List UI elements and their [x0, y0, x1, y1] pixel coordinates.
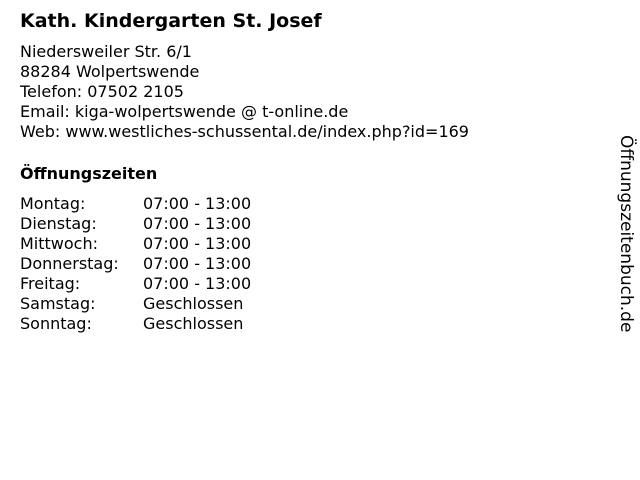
hours-table: Montag: 07:00 - 13:00 Dienstag: 07:00 - 13… [20, 194, 251, 334]
time: 07:00 - 13:00 [143, 254, 252, 273]
hours-heading: Öffnungszeiten [20, 164, 158, 183]
hours-row: Freitag: 07:00 - 13:00 [20, 274, 251, 294]
hours-row: Samstag: Geschlossen [20, 294, 251, 314]
time: 07:00 - 13:00 [143, 234, 252, 253]
day: Donnerstag: [20, 254, 119, 273]
hours-row: Sonntag: Geschlossen [20, 314, 251, 334]
city: 88284 Wolpertswende [20, 62, 200, 81]
watermark: Öffnungszeitenbuch.de [616, 135, 636, 333]
hours-row: Dienstag: 07:00 - 13:00 [20, 214, 251, 234]
day: Freitag: [20, 274, 81, 293]
address-block: Niedersweiler Str. 6/1 88284 Wolpertswen… [20, 42, 469, 142]
page-title: Kath. Kindergarten St. Josef [20, 10, 322, 32]
hours-row: Donnerstag: 07:00 - 13:00 [20, 254, 251, 274]
day: Sonntag: [20, 314, 92, 333]
day: Dienstag: [20, 214, 97, 233]
phone: Telefon: 07502 2105 [20, 82, 184, 101]
time: 07:00 - 13:00 [143, 194, 252, 213]
time: 07:00 - 13:00 [143, 214, 252, 233]
hours-row: Mittwoch: 07:00 - 13:00 [20, 234, 251, 254]
time: 07:00 - 13:00 [143, 274, 252, 293]
time: Geschlossen [143, 294, 244, 313]
day: Samstag: [20, 294, 96, 313]
hours-row: Montag: 07:00 - 13:00 [20, 194, 251, 214]
day: Mittwoch: [20, 234, 98, 253]
street: Niedersweiler Str. 6/1 [20, 42, 192, 61]
website: Web: www.westliches-schussental.de/index… [20, 122, 469, 141]
day: Montag: [20, 194, 86, 213]
time: Geschlossen [143, 314, 244, 333]
email: Email: kiga-wolpertswende @ t-online.de [20, 102, 349, 121]
